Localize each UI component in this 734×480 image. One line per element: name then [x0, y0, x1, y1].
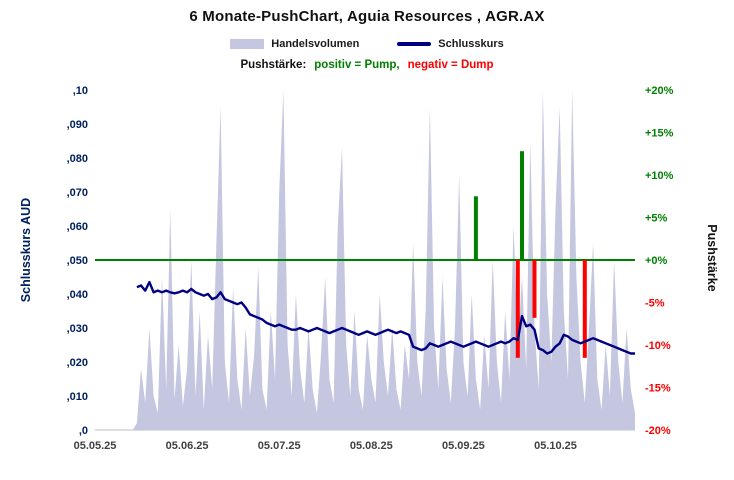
pump-bar	[473, 196, 478, 261]
push-note: Pushstärke: positiv = Pump, negativ = Du…	[0, 59, 734, 71]
right-tick-label: -20%	[645, 425, 671, 437]
left-tick-label: ,080	[67, 153, 88, 165]
right-tick-label: +15%	[645, 128, 674, 140]
x-tick-label: 05.07.25	[258, 440, 301, 452]
volume-area	[95, 90, 635, 430]
left-tick-label: ,10	[73, 85, 88, 97]
x-tick-label: 05.06.25	[166, 440, 209, 452]
close-legend-label: Schlusskurs	[438, 38, 504, 50]
push-note-positive: positiv = Pump,	[314, 59, 400, 71]
x-tick-label: 05.10.25	[534, 440, 577, 452]
close-line	[136, 280, 635, 355]
right-tick-label: +0%	[645, 255, 668, 267]
left-tick-label: ,060	[67, 221, 88, 233]
dump-bar	[582, 260, 587, 358]
right-tick-label: +5%	[645, 213, 668, 225]
right-tick-label: -10%	[645, 340, 671, 352]
x-tick-label: 05.09.25	[442, 440, 485, 452]
volume-swatch-icon	[230, 39, 265, 49]
left-tick-label: ,050	[67, 255, 88, 267]
legend: Handelsvolumen Schlusskurs	[0, 38, 734, 50]
volume-legend-label: Handelsvolumen	[271, 38, 360, 50]
left-tick-label: ,040	[67, 289, 88, 301]
right-tick-label: +20%	[645, 85, 674, 97]
legend-item-volume: Handelsvolumen	[230, 38, 359, 50]
dump-bar	[532, 260, 537, 318]
push-note-prefix: Pushstärke:	[240, 59, 307, 71]
left-tick-label: ,020	[67, 357, 88, 369]
left-tick-label: ,070	[67, 187, 88, 199]
dump-bar	[515, 260, 520, 358]
left-tick-label: ,030	[67, 323, 88, 335]
push-note-negative: negativ = Dump	[407, 59, 494, 71]
left-axis-title: Schlusskurs AUD	[19, 197, 33, 303]
left-tick-label: ,0	[79, 425, 88, 437]
pump-bar	[520, 151, 524, 260]
legend-item-close: Schlusskurs	[397, 38, 504, 50]
close-line-swatch-icon	[397, 42, 432, 46]
right-tick-label: -15%	[645, 383, 671, 395]
x-tick-label: 05.05.25	[74, 440, 117, 452]
left-tick-label: ,090	[67, 119, 88, 131]
right-tick-label: -5%	[645, 298, 665, 310]
right-axis-title: Pushstärke	[705, 224, 719, 292]
left-tick-label: ,010	[67, 391, 88, 403]
right-tick-label: +10%	[645, 170, 674, 182]
chart-title: 6 Monate-PushChart, Aguia Resources , AG…	[189, 8, 545, 25]
x-tick-label: 05.08.25	[350, 440, 393, 452]
